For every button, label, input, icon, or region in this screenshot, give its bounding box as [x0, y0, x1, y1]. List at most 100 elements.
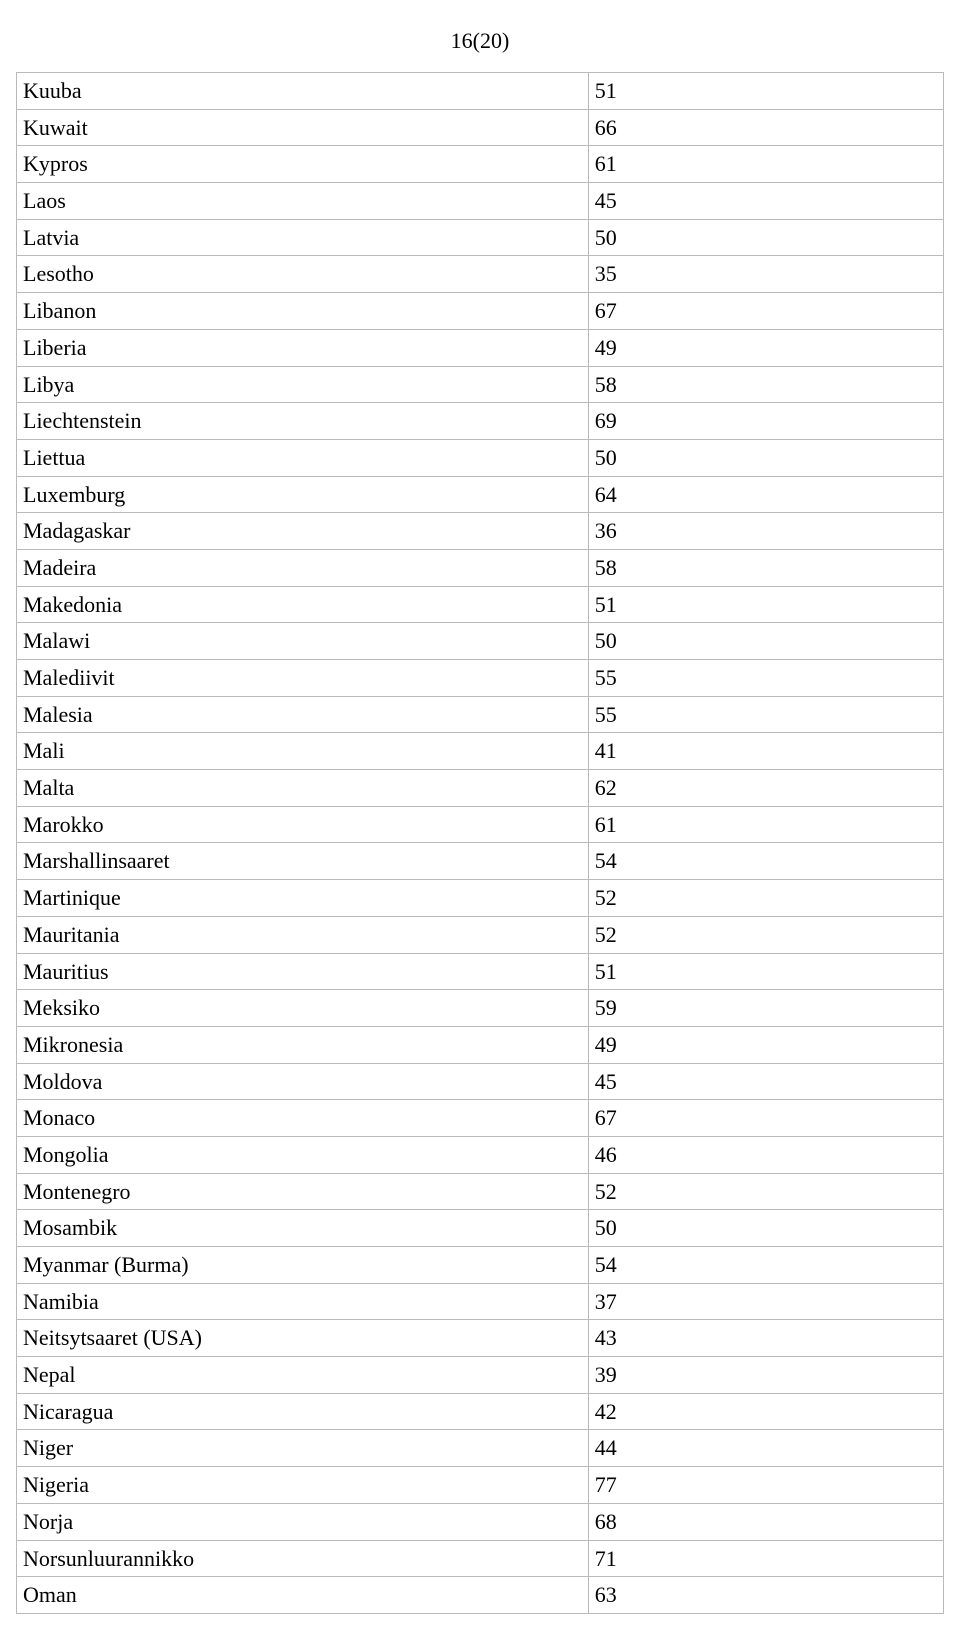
table-row: Liberia49: [17, 329, 944, 366]
table-row: Oman63: [17, 1577, 944, 1614]
country-cell: Nicaragua: [17, 1393, 589, 1430]
value-cell: 50: [588, 623, 943, 660]
value-cell: 44: [588, 1430, 943, 1467]
value-cell: 35: [588, 256, 943, 293]
country-cell: Norja: [17, 1503, 589, 1540]
table-row: Nepal39: [17, 1357, 944, 1394]
value-cell: 51: [588, 586, 943, 623]
table-row: Liechtenstein69: [17, 403, 944, 440]
value-cell: 49: [588, 329, 943, 366]
table-row: Norja68: [17, 1503, 944, 1540]
table-row: Kuwait66: [17, 109, 944, 146]
table-row: Makedonia51: [17, 586, 944, 623]
value-cell: 45: [588, 183, 943, 220]
country-cell: Marshallinsaaret: [17, 843, 589, 880]
country-cell: Myanmar (Burma): [17, 1247, 589, 1284]
value-cell: 43: [588, 1320, 943, 1357]
country-cell: Lesotho: [17, 256, 589, 293]
document-page: 16(20) Kuuba51Kuwait66Kypros61Laos45Latv…: [0, 0, 960, 1634]
table-row: Malediivit55: [17, 660, 944, 697]
value-cell: 61: [588, 146, 943, 183]
country-cell: Namibia: [17, 1283, 589, 1320]
table-row: Marokko61: [17, 806, 944, 843]
value-cell: 67: [588, 293, 943, 330]
table-row: Myanmar (Burma)54: [17, 1247, 944, 1284]
country-cell: Marokko: [17, 806, 589, 843]
country-cell: Oman: [17, 1577, 589, 1614]
data-table-body: Kuuba51Kuwait66Kypros61Laos45Latvia50Les…: [17, 73, 944, 1614]
value-cell: 63: [588, 1577, 943, 1614]
table-row: Lesotho35: [17, 256, 944, 293]
page-number: 16(20): [16, 28, 944, 54]
country-cell: Mosambik: [17, 1210, 589, 1247]
value-cell: 55: [588, 660, 943, 697]
table-row: Meksiko59: [17, 990, 944, 1027]
country-cell: Niger: [17, 1430, 589, 1467]
country-cell: Liberia: [17, 329, 589, 366]
value-cell: 52: [588, 1173, 943, 1210]
table-row: Mauritius51: [17, 953, 944, 990]
table-row: Libanon67: [17, 293, 944, 330]
table-row: Mauritania52: [17, 916, 944, 953]
country-cell: Luxemburg: [17, 476, 589, 513]
country-cell: Mongolia: [17, 1136, 589, 1173]
country-cell: Madagaskar: [17, 513, 589, 550]
table-row: Montenegro52: [17, 1173, 944, 1210]
table-row: Martinique52: [17, 880, 944, 917]
table-row: Malta62: [17, 770, 944, 807]
table-row: Moldova45: [17, 1063, 944, 1100]
value-cell: 61: [588, 806, 943, 843]
table-row: Neitsytsaaret (USA)43: [17, 1320, 944, 1357]
value-cell: 50: [588, 1210, 943, 1247]
table-row: Malawi50: [17, 623, 944, 660]
table-row: Namibia37: [17, 1283, 944, 1320]
value-cell: 59: [588, 990, 943, 1027]
table-row: Liettua50: [17, 439, 944, 476]
value-cell: 58: [588, 549, 943, 586]
table-row: Kuuba51: [17, 73, 944, 110]
table-row: Mongolia46: [17, 1136, 944, 1173]
value-cell: 66: [588, 109, 943, 146]
table-row: Mali41: [17, 733, 944, 770]
table-row: Madagaskar36: [17, 513, 944, 550]
table-row: Mosambik50: [17, 1210, 944, 1247]
country-cell: Malediivit: [17, 660, 589, 697]
value-cell: 64: [588, 476, 943, 513]
value-cell: 37: [588, 1283, 943, 1320]
value-cell: 58: [588, 366, 943, 403]
country-cell: Nigeria: [17, 1467, 589, 1504]
table-row: Madeira58: [17, 549, 944, 586]
country-cell: Malesia: [17, 696, 589, 733]
value-cell: 77: [588, 1467, 943, 1504]
value-cell: 69: [588, 403, 943, 440]
value-cell: 50: [588, 219, 943, 256]
table-row: Marshallinsaaret54: [17, 843, 944, 880]
value-cell: 51: [588, 73, 943, 110]
value-cell: 71: [588, 1540, 943, 1577]
country-cell: Liechtenstein: [17, 403, 589, 440]
country-cell: Laos: [17, 183, 589, 220]
value-cell: 46: [588, 1136, 943, 1173]
country-cell: Neitsytsaaret (USA): [17, 1320, 589, 1357]
data-table: Kuuba51Kuwait66Kypros61Laos45Latvia50Les…: [16, 72, 944, 1614]
value-cell: 45: [588, 1063, 943, 1100]
value-cell: 67: [588, 1100, 943, 1137]
country-cell: Malawi: [17, 623, 589, 660]
country-cell: Norsunluurannikko: [17, 1540, 589, 1577]
value-cell: 54: [588, 843, 943, 880]
country-cell: Martinique: [17, 880, 589, 917]
value-cell: 36: [588, 513, 943, 550]
country-cell: Latvia: [17, 219, 589, 256]
country-cell: Kuwait: [17, 109, 589, 146]
value-cell: 39: [588, 1357, 943, 1394]
table-row: Kypros61: [17, 146, 944, 183]
country-cell: Meksiko: [17, 990, 589, 1027]
table-row: Mikronesia49: [17, 1026, 944, 1063]
country-cell: Mali: [17, 733, 589, 770]
value-cell: 51: [588, 953, 943, 990]
value-cell: 49: [588, 1026, 943, 1063]
country-cell: Malta: [17, 770, 589, 807]
table-row: Libya58: [17, 366, 944, 403]
table-row: Luxemburg64: [17, 476, 944, 513]
country-cell: Madeira: [17, 549, 589, 586]
